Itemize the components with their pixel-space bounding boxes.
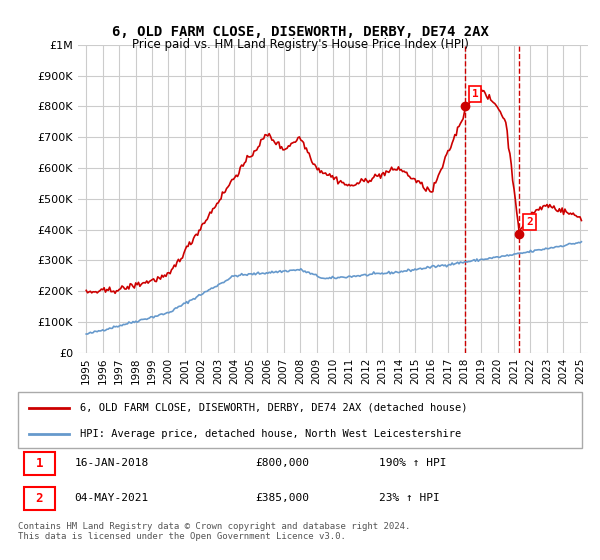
- Text: HPI: Average price, detached house, North West Leicestershire: HPI: Average price, detached house, Nort…: [80, 429, 461, 439]
- FancyBboxPatch shape: [23, 487, 55, 510]
- Text: Contains HM Land Registry data © Crown copyright and database right 2024.
This d: Contains HM Land Registry data © Crown c…: [18, 522, 410, 542]
- FancyBboxPatch shape: [18, 392, 582, 448]
- Text: 2: 2: [526, 217, 533, 227]
- Text: 23% ↑ HPI: 23% ↑ HPI: [379, 493, 440, 503]
- FancyBboxPatch shape: [23, 452, 55, 475]
- Text: 04-MAY-2021: 04-MAY-2021: [74, 493, 149, 503]
- Text: £800,000: £800,000: [255, 459, 309, 468]
- Text: 16-JAN-2018: 16-JAN-2018: [74, 459, 149, 468]
- Text: 6, OLD FARM CLOSE, DISEWORTH, DERBY, DE74 2AX (detached house): 6, OLD FARM CLOSE, DISEWORTH, DERBY, DE7…: [80, 403, 467, 413]
- Text: £385,000: £385,000: [255, 493, 309, 503]
- Text: 190% ↑ HPI: 190% ↑ HPI: [379, 459, 446, 468]
- Text: Price paid vs. HM Land Registry's House Price Index (HPI): Price paid vs. HM Land Registry's House …: [131, 38, 469, 50]
- Text: 2: 2: [35, 492, 43, 505]
- Text: 6, OLD FARM CLOSE, DISEWORTH, DERBY, DE74 2AX: 6, OLD FARM CLOSE, DISEWORTH, DERBY, DE7…: [112, 25, 488, 39]
- Text: 1: 1: [472, 89, 479, 99]
- Text: 1: 1: [35, 457, 43, 470]
